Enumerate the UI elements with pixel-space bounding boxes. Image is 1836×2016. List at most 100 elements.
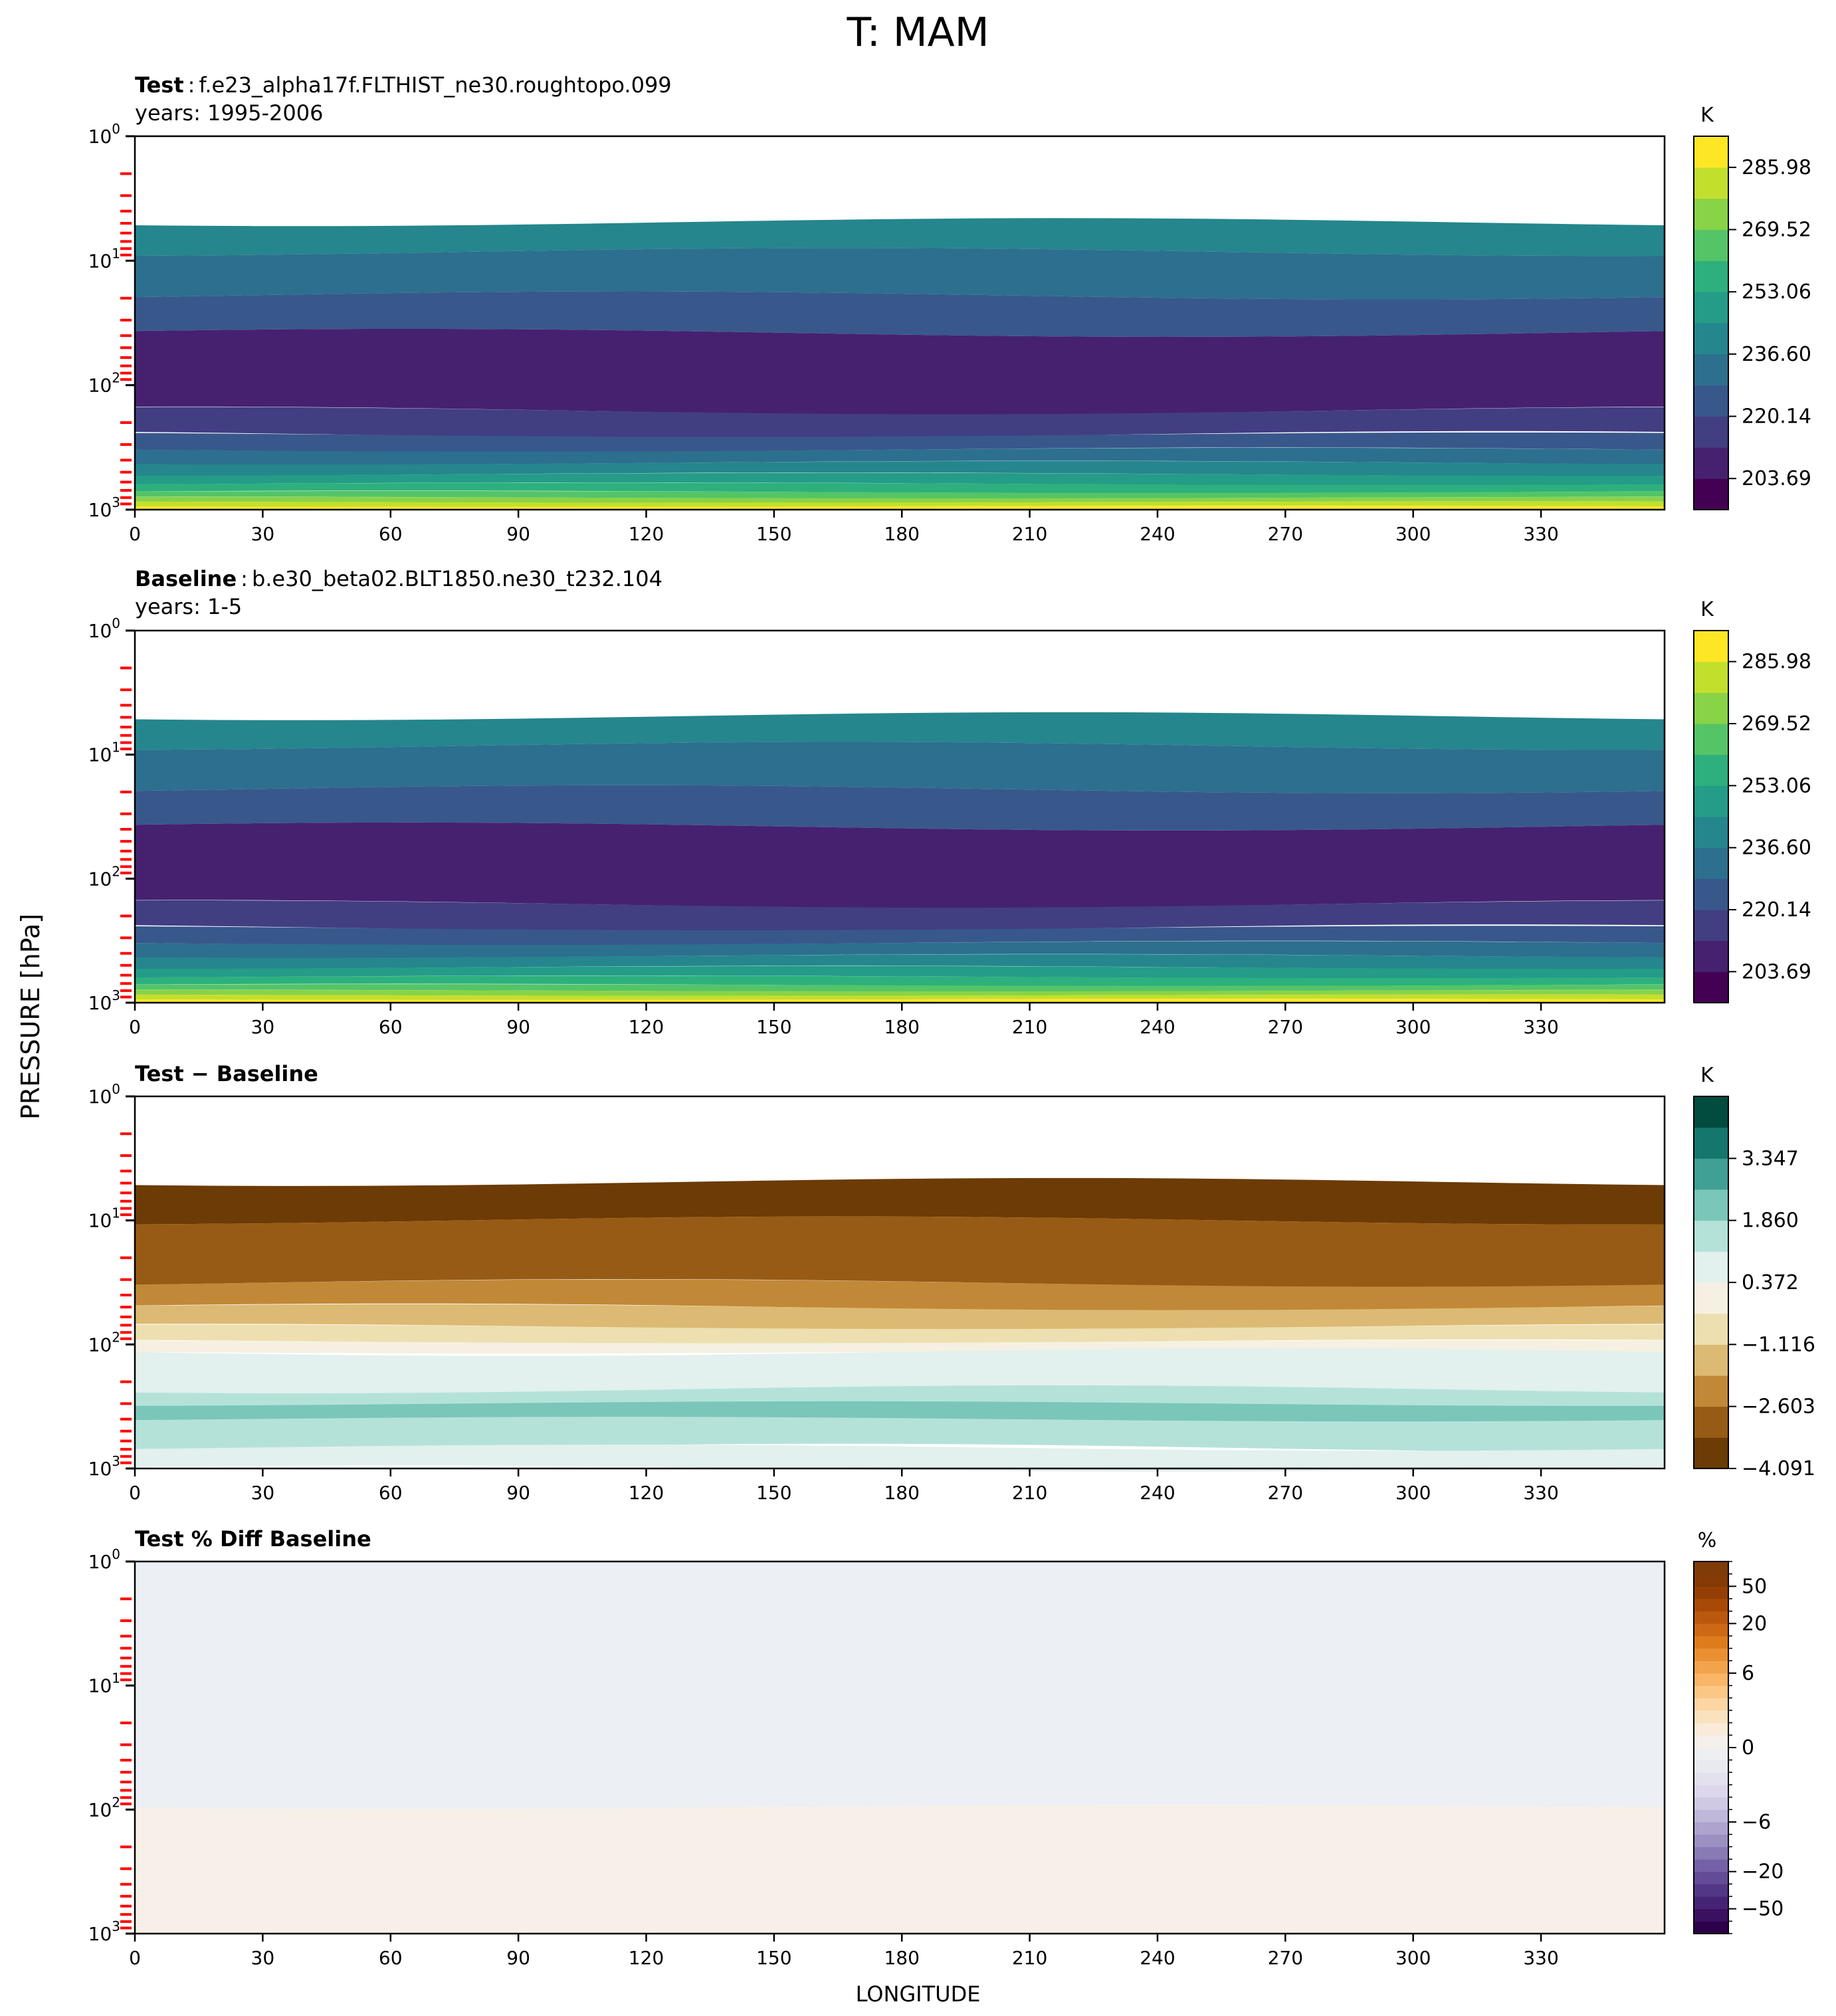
- colorbar-tick-label: 236.60: [1742, 343, 1811, 366]
- y-tick-label: 103: [88, 1453, 120, 1480]
- colorbar-tick-label: 269.52: [1742, 219, 1811, 242]
- x-tick-label: 0: [129, 1947, 141, 1969]
- colorbar-tick-label: −4.091: [1742, 1457, 1815, 1480]
- panel-2-colorbar: K: [1693, 598, 1729, 1003]
- x-tick-label: 300: [1395, 523, 1431, 545]
- colorbar-unit: K: [1700, 104, 1714, 127]
- colorbar-tick-label: −6: [1742, 1811, 1771, 1834]
- colorbar-level: [1694, 1884, 1728, 1897]
- colorbar-level: [1694, 1220, 1728, 1252]
- x-tick-label: 240: [1140, 523, 1175, 545]
- panel-2-contour-band: [135, 822, 1665, 908]
- colorbar-level: [1694, 1797, 1728, 1810]
- colorbar-tick-label: −20: [1742, 1861, 1784, 1884]
- panel-1-contour-band: [135, 407, 1665, 439]
- colorbar-level: [1694, 1871, 1728, 1884]
- x-tick-label: 180: [884, 523, 919, 545]
- colorbar-tick-label: 50: [1742, 1575, 1767, 1598]
- x-axis-label: LONGITUDE: [855, 1981, 981, 2007]
- x-tick-label: 330: [1523, 1016, 1558, 1038]
- colorbar-level: [1694, 971, 1728, 1003]
- y-axis-label: PRESSURE [hPa]: [16, 913, 45, 1120]
- x-tick-label: 210: [1012, 1482, 1047, 1504]
- x-tick-label: 60: [379, 1482, 403, 1504]
- x-tick-label: 300: [1395, 1947, 1431, 1969]
- colorbar-tick-label: 253.06: [1742, 774, 1811, 797]
- colorbar-tick-label: 1.860: [1742, 1209, 1799, 1233]
- panel-3-header: Test − Baseline: [135, 1062, 318, 1086]
- x-tick-label: 60: [379, 523, 403, 545]
- y-tick-label: 103: [88, 1918, 120, 1945]
- colorbar-tick-label: 220.14: [1742, 898, 1811, 922]
- colorbar-level: [1694, 1406, 1728, 1438]
- colorbar-level: [1694, 878, 1728, 910]
- panel-2-contour-band: [135, 975, 1665, 987]
- colorbar-tick-label: 0: [1742, 1736, 1754, 1760]
- colorbar-level: [1694, 1748, 1728, 1761]
- x-tick-label: 240: [1140, 1947, 1175, 1969]
- x-tick-label: 120: [629, 523, 664, 545]
- colorbar-level: [1694, 1735, 1728, 1748]
- colorbar-level: [1694, 1847, 1728, 1860]
- colorbar-level: [1694, 724, 1728, 756]
- colorbar-level: [1694, 785, 1728, 817]
- colorbar-tick-label: 20: [1742, 1612, 1767, 1635]
- panel-1-case: f.e23_alpha17f.FLTHIST_ne30.roughtopo.09…: [199, 72, 672, 98]
- x-tick-label: 270: [1268, 1016, 1303, 1038]
- panel-2-years: years: 1-5: [135, 594, 243, 619]
- y-tick-label: 100: [88, 121, 120, 148]
- x-tick-label: 270: [1268, 1482, 1303, 1504]
- panel-3-frame: [134, 1095, 1666, 1470]
- panel-1-contour-band: [135, 460, 1665, 476]
- x-tick-label: 0: [129, 1482, 141, 1504]
- panel-3-contour-band: [135, 1401, 1665, 1422]
- panel-2-sep: :: [241, 566, 248, 591]
- panel-1-contour-band: [135, 218, 1665, 256]
- panel-4-frame: [134, 1560, 1666, 1935]
- y-tick-label: 101: [88, 740, 120, 766]
- panel-1-contour-band: [135, 501, 1665, 507]
- colorbar-level: [1694, 1344, 1728, 1376]
- x-tick-label: 90: [506, 523, 530, 545]
- colorbar-unit: K: [1700, 1064, 1714, 1087]
- colorbar-level: [1694, 416, 1728, 448]
- x-tick-label: 270: [1268, 523, 1303, 545]
- colorbar-tick-label: −50: [1742, 1898, 1784, 1921]
- panel-2-contour-band: [135, 742, 1665, 793]
- panel-2-contour-band: [135, 994, 1665, 1000]
- panel-2-contour-band: [135, 984, 1665, 992]
- x-tick-label: 120: [629, 1947, 664, 1969]
- panel-1-contour-band: [135, 496, 1665, 503]
- panel-3-colorbar: K: [1693, 1064, 1729, 1469]
- panel-2-label: Baseline: [135, 566, 237, 591]
- colorbar-unit: %: [1698, 1529, 1717, 1552]
- colorbar-tick-label: 236.60: [1742, 837, 1811, 860]
- colorbar-frame: [1693, 630, 1729, 1003]
- x-tick-label: 120: [629, 1016, 664, 1038]
- y-tick-label: 101: [88, 1205, 120, 1232]
- x-tick-label: 180: [884, 1016, 919, 1038]
- x-tick-label: 210: [1012, 523, 1047, 545]
- panel-2-contour-band: [135, 954, 1665, 969]
- colorbar-level: [1694, 1251, 1728, 1283]
- x-tick-label: 240: [1140, 1016, 1175, 1038]
- panel-1-contour-band: [135, 432, 1665, 453]
- y-tick-label: 100: [88, 1546, 120, 1573]
- panel-3-contour-band: [135, 1304, 1665, 1330]
- colorbar-level: [1694, 1698, 1728, 1711]
- colorbar-level: [1694, 1710, 1728, 1724]
- panel-3-field: [135, 1177, 1665, 1472]
- y-tick-label: 100: [88, 1081, 120, 1108]
- colorbar-level: [1694, 1599, 1728, 1612]
- colorbar-level: [1694, 1809, 1728, 1823]
- panel-1-contour-band: [135, 291, 1665, 337]
- panel-2-contour-band: [135, 989, 1665, 996]
- colorbar-level: [1694, 1127, 1728, 1159]
- y-tick-label: 102: [88, 1794, 120, 1821]
- colorbar-level: [1694, 754, 1728, 786]
- colorbar-level: [1694, 910, 1728, 942]
- x-tick-label: 210: [1012, 1016, 1047, 1038]
- colorbar-tick-label: 0.372: [1742, 1271, 1799, 1294]
- x-tick-label: 330: [1523, 523, 1558, 545]
